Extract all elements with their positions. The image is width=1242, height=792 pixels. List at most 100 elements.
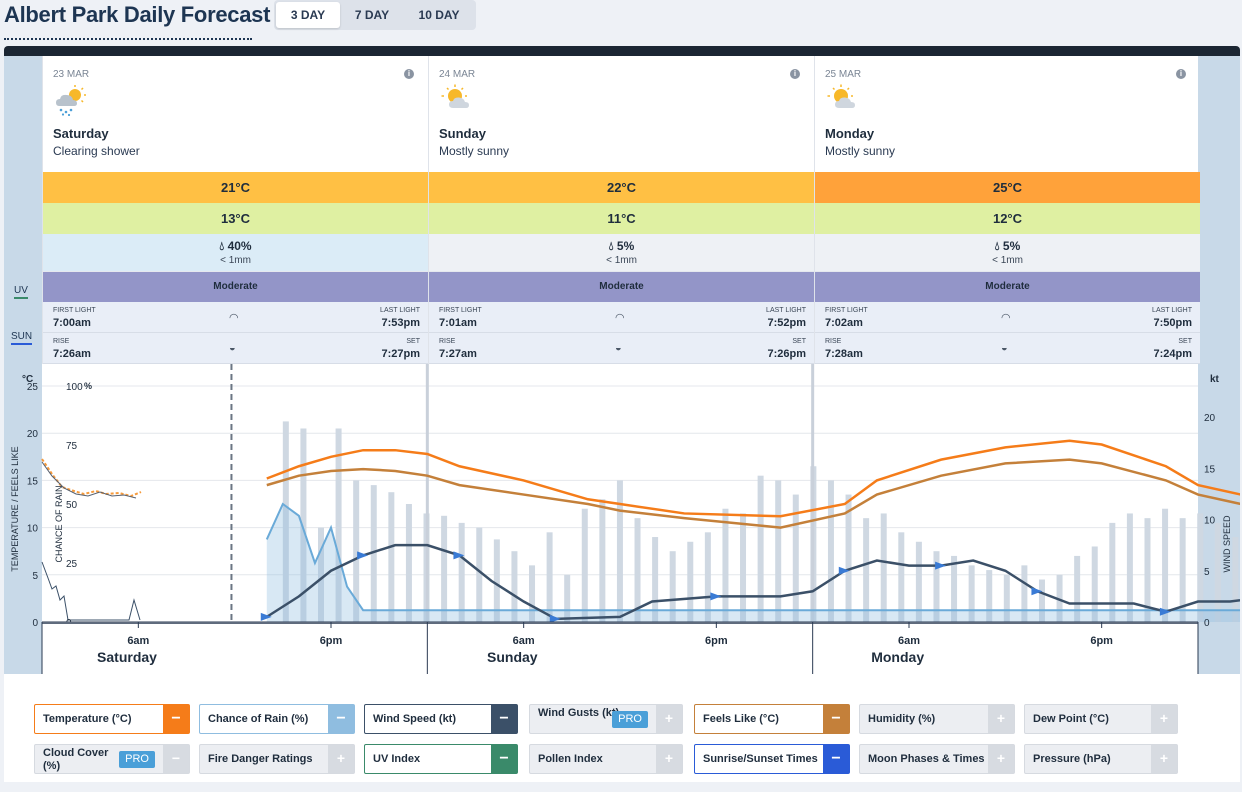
cloud-bar	[458, 522, 465, 622]
plus-icon[interactable]: +	[328, 745, 354, 773]
legend-label: Chance of Rain (%)	[208, 713, 309, 725]
legend-toggle-dew-point-c[interactable]: Dew Point (°C) +	[1024, 704, 1178, 734]
cloud-bar	[933, 551, 940, 622]
plus-icon[interactable]: +	[656, 705, 682, 733]
sunrise-time: 7:27am	[439, 348, 477, 360]
uv-rating: Moderate	[43, 272, 428, 302]
cloud-bar	[1038, 579, 1045, 622]
cloud-bar	[898, 532, 905, 622]
last-light-time: 7:52pm	[767, 317, 806, 329]
legend-toggle-humidity[interactable]: Humidity (%) +	[859, 704, 1015, 734]
legend-toggle-fire-danger-ratings[interactable]: Fire Danger Ratings +	[199, 744, 355, 774]
plus-icon[interactable]: +	[988, 705, 1014, 733]
tab-10-day[interactable]: 10 DAY	[418, 8, 460, 22]
minus-icon[interactable]: −	[491, 705, 517, 733]
plus-icon[interactable]: +	[1151, 705, 1177, 733]
cloud-bar	[476, 527, 483, 622]
tab-3-day[interactable]: 3 DAY	[276, 2, 340, 28]
time-label: 6am	[127, 635, 149, 647]
minus-icon[interactable]: −	[163, 745, 189, 773]
cloud-bar	[564, 574, 571, 622]
chart-legend: Temperature (°C) − Chance of Rain (%) − Wind…	[4, 682, 1240, 792]
right-axis-unit: kt	[1210, 374, 1220, 385]
minus-icon[interactable]: −	[491, 745, 517, 773]
page-title: Albert Park Daily Forecast	[4, 2, 271, 27]
legend-toggle-uv-index[interactable]: UV Index −	[364, 744, 518, 774]
cloud-bar	[792, 494, 799, 622]
rain-chance: 5%	[1002, 239, 1021, 253]
cloud-bar	[1074, 555, 1081, 622]
day-header: 25 MAR i Monday Mostly sunny	[815, 56, 1200, 172]
rain-axis-title: CHANCE OF RAIN	[54, 485, 64, 562]
legend-toggle-pollen-index[interactable]: Pollen Index +	[529, 744, 683, 774]
rain-axis-tick: 100	[66, 382, 83, 393]
legend-label: Feels Like (°C)	[703, 713, 779, 725]
legend-toggle-pressure-hpa[interactable]: Pressure (hPa) +	[1024, 744, 1178, 774]
info-icon[interactable]: i	[790, 69, 800, 79]
legend-toggle-cloud-cover[interactable]: Cloud Cover (%) PRO −	[34, 744, 190, 774]
rain-cell: 💧︎ 5% < 1mm	[429, 234, 814, 272]
legend-toggle-chance-of-rain[interactable]: Chance of Rain (%) −	[199, 704, 355, 734]
minus-icon[interactable]: −	[163, 705, 189, 733]
legend-toggle-temperature-c[interactable]: Temperature (°C) −	[34, 704, 190, 734]
rain-axis-tick: 50	[66, 500, 78, 511]
plus-icon[interactable]: +	[656, 745, 682, 773]
plus-icon[interactable]: +	[1151, 745, 1177, 773]
rain-chance: 5%	[616, 239, 635, 253]
legend-toggle-wind-gusts-kt[interactable]: Wind Gusts (kt) PRO +	[529, 704, 683, 734]
cloud-bar	[757, 475, 764, 622]
cloud-bar	[1162, 508, 1169, 622]
light-row: FIRST LIGHT 7:01am ◠ LAST LIGHT 7:52pm	[429, 302, 814, 333]
cloud-bar	[599, 499, 606, 622]
cloud-bar	[687, 541, 694, 622]
legend-label: Pressure (hPa)	[1033, 753, 1111, 765]
cloud-bar	[318, 527, 325, 622]
wind-direction-arrow	[935, 561, 947, 570]
sunset-time: 7:27pm	[381, 348, 420, 360]
rain-cell: 💧︎ 40% < 1mm	[43, 234, 428, 272]
legend-toggle-wind-speed-kt[interactable]: Wind Speed (kt) −	[364, 704, 518, 734]
minus-icon[interactable]: −	[328, 705, 354, 733]
sunset-label: SET	[1178, 338, 1192, 345]
feels-like-line	[266, 458, 1240, 529]
cloud-bar	[1144, 518, 1151, 622]
rain-chance-line	[265, 502, 1240, 612]
rain-axis-tick: 25	[66, 559, 78, 570]
sun-row: RISE 7:26am ◒ SET 7:27pm	[43, 333, 428, 364]
cloud-bar	[388, 492, 395, 622]
wind-direction-arrow	[838, 566, 850, 575]
plus-icon[interactable]: +	[988, 745, 1014, 773]
legend-toggle-sunrise-sunset-times[interactable]: Sunrise/Sunset Times −	[694, 744, 850, 774]
last-light-time: 7:50pm	[1153, 317, 1192, 329]
raindrops-icon: 💧︎	[219, 239, 225, 253]
info-icon[interactable]: i	[1176, 69, 1186, 79]
pro-badge: PRO	[612, 711, 648, 728]
sunset-label: SET	[406, 338, 420, 345]
cloud-bar	[986, 570, 993, 622]
day-description: Clearing shower	[53, 144, 140, 158]
wind-direction-arrow	[710, 592, 722, 601]
time-label: 6am	[513, 635, 535, 647]
rain-amount: < 1mm	[606, 255, 637, 266]
minus-icon[interactable]: −	[823, 705, 849, 733]
sunrise-label: RISE	[439, 338, 456, 345]
cloud-bar	[1021, 565, 1028, 622]
minus-icon[interactable]: −	[823, 745, 849, 773]
legend-toggle-moon-phases-times[interactable]: Moon Phases & Times +	[859, 744, 1015, 774]
last-light-time: 7:53pm	[381, 317, 420, 329]
legend-toggle-feels-like-c[interactable]: Feels Like (°C) −	[694, 704, 850, 734]
info-icon[interactable]: i	[404, 69, 414, 79]
observed-wind-line	[41, 561, 141, 621]
cloud-bar	[493, 539, 500, 622]
cloud-bar	[282, 421, 289, 622]
left-axis-tick: 0	[32, 618, 38, 629]
light-row: FIRST LIGHT 7:02am ◠ LAST LIGHT 7:50pm	[815, 302, 1200, 333]
cloud-bar	[775, 480, 782, 622]
tab-7-day[interactable]: 7 DAY	[354, 8, 390, 22]
legend-label: UV Index	[373, 753, 421, 765]
time-label: 6pm	[705, 635, 728, 647]
day-column-monday: 25 MAR i Monday Mostly sunny 25°C 12°C 💧…	[814, 56, 1200, 364]
sun-cloud-icon	[825, 84, 861, 116]
legend-label: Dew Point (°C)	[1033, 713, 1109, 725]
